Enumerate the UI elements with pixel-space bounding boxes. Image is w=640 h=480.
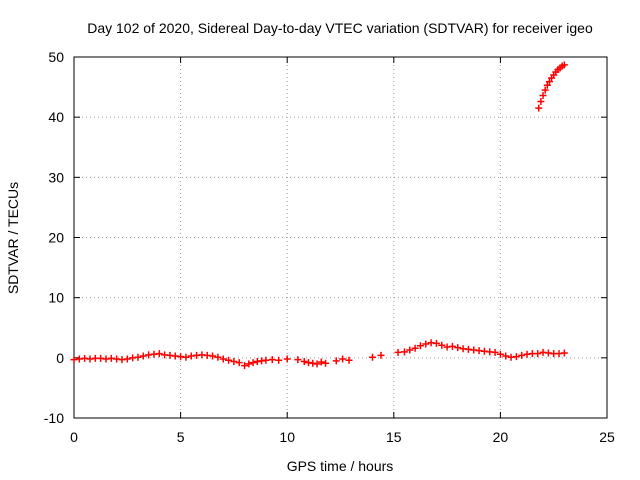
grid-layer [74,57,607,418]
data-point [560,61,568,69]
data-points-layer [70,61,568,370]
y-tick-label: 50 [48,49,64,65]
data-point [275,356,283,364]
data-point [438,341,446,349]
y-tick-label: 20 [48,230,64,246]
data-point [496,350,504,358]
data-point [406,346,414,354]
data-point [345,356,353,364]
data-point [377,351,385,359]
data-point [182,353,190,361]
data-point [537,98,545,106]
data-point [454,344,462,352]
data-point [241,362,249,370]
data-point [235,359,243,367]
data-point [534,350,542,358]
y-tick-label: 10 [48,290,64,306]
data-point [541,86,549,94]
tick-label-layer: 0 5 10 15 20 25 -10 0 10 20 30 40 50 [44,49,615,445]
x-tick-label: 0 [70,429,78,445]
data-point [448,342,456,350]
data-point [416,342,424,350]
y-tick-label: 0 [56,350,64,366]
plot-frame [73,56,608,419]
data-point [545,78,553,86]
data-point [432,339,440,347]
data-point [422,340,430,348]
data-point [134,353,142,361]
data-point [262,356,270,364]
data-point [209,352,217,360]
data-point [123,355,131,363]
data-point [535,104,543,112]
x-tick-label: 20 [493,429,509,445]
data-point [400,348,408,356]
data-point [294,356,302,364]
tick-layer [73,56,608,419]
data-point [300,357,308,365]
data-point [214,353,222,361]
y-tick-label: 40 [48,109,64,125]
data-point [512,353,520,361]
data-point [249,359,257,367]
y-axis-title: SDTVAR / TECUs [5,182,21,294]
data-point [155,350,163,358]
data-point [539,92,547,100]
data-point [225,356,233,364]
data-point [543,81,551,89]
y-tick-label: -10 [44,410,64,426]
data-point [139,352,147,360]
data-point [491,348,499,356]
x-tick-label: 15 [386,429,402,445]
x-axis-title: GPS time / hours [287,458,394,474]
chart-title: Day 102 of 2020, Sidereal Day-to-day VTE… [87,20,593,36]
data-point [339,355,347,363]
data-point [518,351,526,359]
data-point [245,360,253,368]
x-tick-label: 10 [279,429,295,445]
data-point [322,359,330,367]
data-point [502,352,510,360]
data-point [560,349,568,357]
data-point [283,355,291,363]
data-point [411,344,419,352]
data-point [230,357,238,365]
x-tick-label: 25 [599,429,615,445]
data-point [268,356,276,364]
data-point [332,357,340,365]
data-point [368,353,376,361]
data-point [394,348,402,356]
x-tick-label: 5 [177,429,185,445]
data-point [219,355,227,363]
y-tick-label: 30 [48,169,64,185]
data-point [313,360,321,368]
data-point [317,358,325,366]
